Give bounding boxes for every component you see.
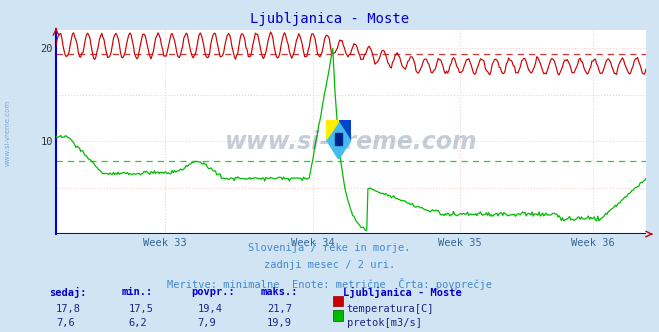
Text: 21,7: 21,7 xyxy=(267,304,292,314)
Text: Ljubljanica - Moste: Ljubljanica - Moste xyxy=(343,287,461,298)
Polygon shape xyxy=(326,120,351,159)
Text: 17,5: 17,5 xyxy=(129,304,154,314)
Text: pretok[m3/s]: pretok[m3/s] xyxy=(347,318,422,328)
Text: zadnji mesec / 2 uri.: zadnji mesec / 2 uri. xyxy=(264,260,395,270)
Polygon shape xyxy=(339,120,351,139)
Text: Meritve: minimalne  Enote: metrične  Črta: povprečje: Meritve: minimalne Enote: metrične Črta:… xyxy=(167,278,492,290)
Text: 6,2: 6,2 xyxy=(129,318,147,328)
Text: 7,9: 7,9 xyxy=(198,318,216,328)
Text: sedaj:: sedaj: xyxy=(49,287,87,298)
Text: 19,9: 19,9 xyxy=(267,318,292,328)
Text: min.:: min.: xyxy=(122,287,153,297)
Text: Slovenija / reke in morje.: Slovenija / reke in morje. xyxy=(248,243,411,253)
Polygon shape xyxy=(326,120,339,139)
Text: 7,6: 7,6 xyxy=(56,318,74,328)
Bar xyxy=(335,133,343,145)
Text: maks.:: maks.: xyxy=(260,287,298,297)
Text: www.si-vreme.com: www.si-vreme.com xyxy=(5,100,11,166)
Text: 17,8: 17,8 xyxy=(56,304,81,314)
Text: povpr.:: povpr.: xyxy=(191,287,235,297)
Text: temperatura[C]: temperatura[C] xyxy=(347,304,434,314)
Text: Ljubljanica - Moste: Ljubljanica - Moste xyxy=(250,12,409,26)
Text: www.si-vreme.com: www.si-vreme.com xyxy=(225,130,477,154)
Text: 19,4: 19,4 xyxy=(198,304,223,314)
